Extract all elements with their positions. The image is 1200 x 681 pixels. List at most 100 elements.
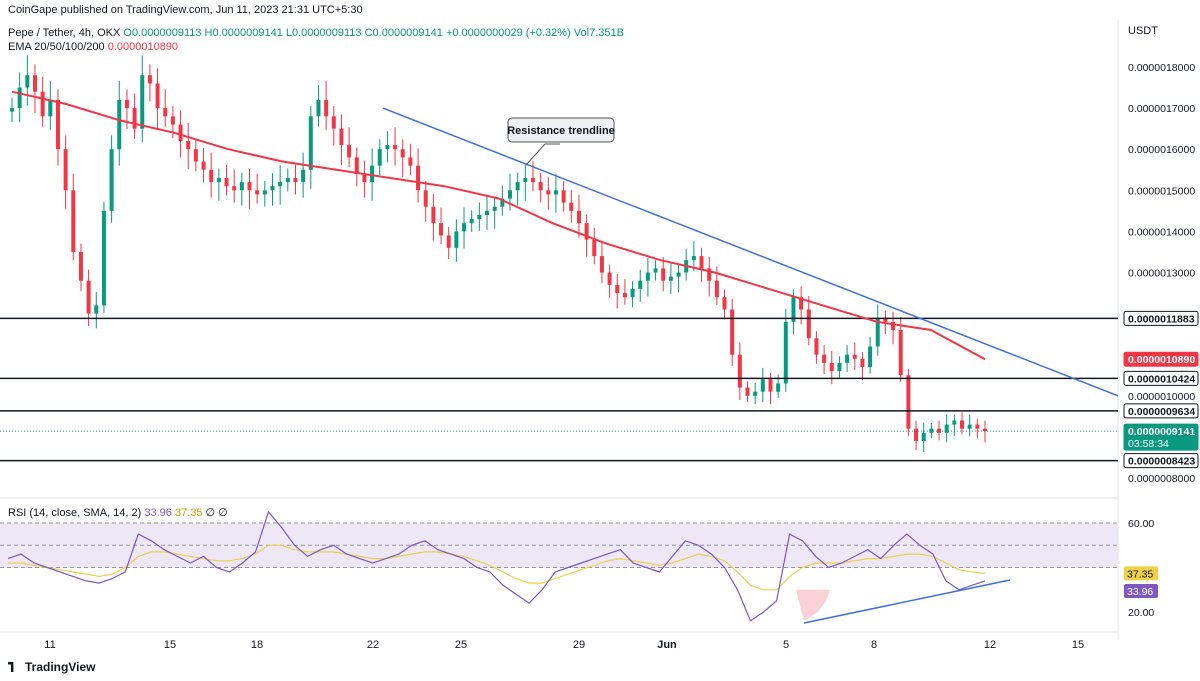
candle-body[interactable] (324, 99, 329, 117)
candle-body[interactable] (837, 362, 842, 372)
candle-body[interactable] (952, 420, 957, 425)
candle-body[interactable] (454, 231, 459, 248)
candle-body[interactable] (416, 165, 421, 191)
candle-body[interactable] (193, 149, 198, 162)
candle-body[interactable] (722, 297, 727, 310)
price-tag-box[interactable] (1123, 351, 1199, 367)
candle-body[interactable] (247, 182, 252, 191)
candle-body[interactable] (676, 272, 681, 277)
candle-body[interactable] (209, 169, 214, 183)
candle-body[interactable] (17, 87, 22, 109)
candle-body[interactable] (768, 379, 773, 392)
candle-body[interactable] (760, 379, 765, 392)
candle-body[interactable] (377, 149, 382, 166)
candle-body[interactable] (86, 280, 91, 314)
candle-body[interactable] (668, 276, 673, 281)
price-tag-box[interactable] (1123, 453, 1199, 469)
price-tag-box[interactable] (1123, 310, 1199, 326)
candle-body[interactable] (216, 177, 221, 183)
candle-body[interactable] (944, 424, 949, 433)
candle-body[interactable] (599, 256, 604, 273)
candle-body[interactable] (262, 190, 267, 195)
symbol-title[interactable]: Pepe / Tether, 4h, OKX (8, 27, 121, 39)
candle-body[interactable] (891, 321, 896, 331)
candle-body[interactable] (155, 83, 160, 109)
candle-body[interactable] (147, 75, 152, 84)
candle-body[interactable] (538, 182, 543, 191)
candle-body[interactable] (101, 210, 106, 306)
candle-body[interactable] (569, 202, 574, 211)
candle-body[interactable] (967, 424, 972, 429)
candle-body[interactable] (71, 190, 76, 252)
price-tag-box[interactable] (1123, 370, 1199, 386)
candle-body[interactable] (584, 223, 589, 240)
candle-body[interactable] (316, 99, 321, 117)
candle-body[interactable] (753, 391, 758, 396)
resistance-trendline[interactable] (382, 107, 1119, 397)
candle-body[interactable] (822, 354, 827, 363)
candle-body[interactable] (638, 280, 643, 289)
candle-body[interactable] (983, 428, 987, 432)
candle-body[interactable] (163, 108, 168, 117)
candle-body[interactable] (431, 206, 436, 224)
rsi-tag-box[interactable] (1124, 583, 1158, 598)
rsi-line[interactable] (7, 510, 986, 622)
candle-body[interactable] (10, 108, 14, 112)
price-tag-box[interactable] (1123, 423, 1199, 451)
candle-body[interactable] (339, 128, 344, 146)
candle-body[interactable] (714, 280, 719, 298)
candle-body[interactable] (707, 268, 712, 281)
candle-body[interactable] (25, 75, 30, 88)
candle-body[interactable] (576, 210, 581, 224)
candle-body[interactable] (109, 149, 114, 211)
candle-body[interactable] (385, 145, 390, 150)
candle-body[interactable] (875, 317, 880, 347)
candle-body[interactable] (293, 177, 298, 183)
candle-body[interactable] (485, 210, 490, 215)
candle-body[interactable] (852, 354, 857, 359)
candle-body[interactable] (530, 177, 535, 183)
candle-body[interactable] (929, 428, 934, 433)
candle-body[interactable] (48, 99, 53, 117)
candle-body[interactable] (278, 182, 283, 187)
candle-body[interactable] (477, 214, 482, 220)
candle-body[interactable] (492, 206, 497, 211)
candle-body[interactable] (691, 256, 696, 261)
candle-body[interactable] (439, 223, 444, 236)
candle-body[interactable] (255, 190, 260, 195)
candle-body[interactable] (94, 305, 99, 314)
candle-body[interactable] (308, 116, 313, 170)
candle-body[interactable] (55, 99, 60, 150)
price-tag-box[interactable] (1123, 403, 1199, 419)
candle-body[interactable] (117, 99, 122, 150)
candle-body[interactable] (170, 116, 175, 125)
candle-body[interactable] (860, 358, 865, 368)
rsi-legend[interactable]: RSI (14, close, SMA, 14, 2) 33.96 37.35 … (8, 506, 228, 519)
candle-body[interactable] (845, 354, 850, 363)
rsi-sma-tag-box[interactable] (1124, 566, 1158, 581)
candle-body[interactable] (645, 272, 650, 281)
candle-body[interactable] (914, 428, 919, 442)
candle-body[interactable] (783, 321, 788, 384)
candle-body[interactable] (347, 145, 352, 158)
candle-body[interactable] (140, 75, 145, 129)
candle-body[interactable] (745, 387, 750, 396)
candle-body[interactable] (829, 362, 834, 372)
candle-body[interactable] (78, 251, 83, 281)
candle-body[interactable] (883, 317, 888, 322)
annotation-callout[interactable]: Resistance trendline (507, 117, 615, 166)
candle-body[interactable] (186, 140, 191, 150)
tradingview-logo[interactable]: TradingView (8, 660, 95, 674)
candle-body[interactable] (615, 284, 620, 294)
candle-body[interactable] (523, 177, 528, 183)
candle-body[interactable] (799, 297, 804, 310)
candle-body[interactable] (975, 424, 980, 429)
candle-body[interactable] (124, 99, 129, 109)
candle-body[interactable] (737, 354, 742, 388)
candle-body[interactable] (423, 190, 428, 207)
candle-body[interactable] (301, 169, 306, 183)
candle-body[interactable] (224, 177, 229, 187)
candle-body[interactable] (63, 149, 68, 191)
candle-body[interactable] (132, 108, 137, 129)
candle-body[interactable] (776, 383, 781, 392)
